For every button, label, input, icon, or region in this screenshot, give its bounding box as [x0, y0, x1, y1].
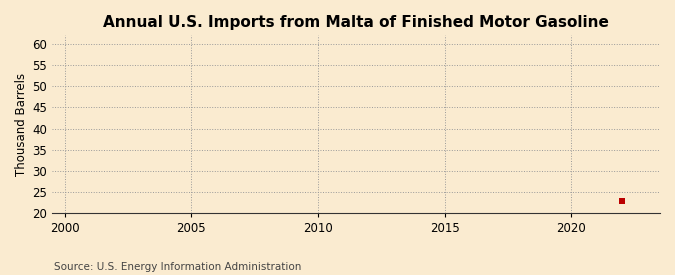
Y-axis label: Thousand Barrels: Thousand Barrels — [15, 73, 28, 176]
Text: Source: U.S. Energy Information Administration: Source: U.S. Energy Information Administ… — [54, 262, 301, 272]
Title: Annual U.S. Imports from Malta of Finished Motor Gasoline: Annual U.S. Imports from Malta of Finish… — [103, 15, 609, 30]
Point — [616, 198, 627, 203]
